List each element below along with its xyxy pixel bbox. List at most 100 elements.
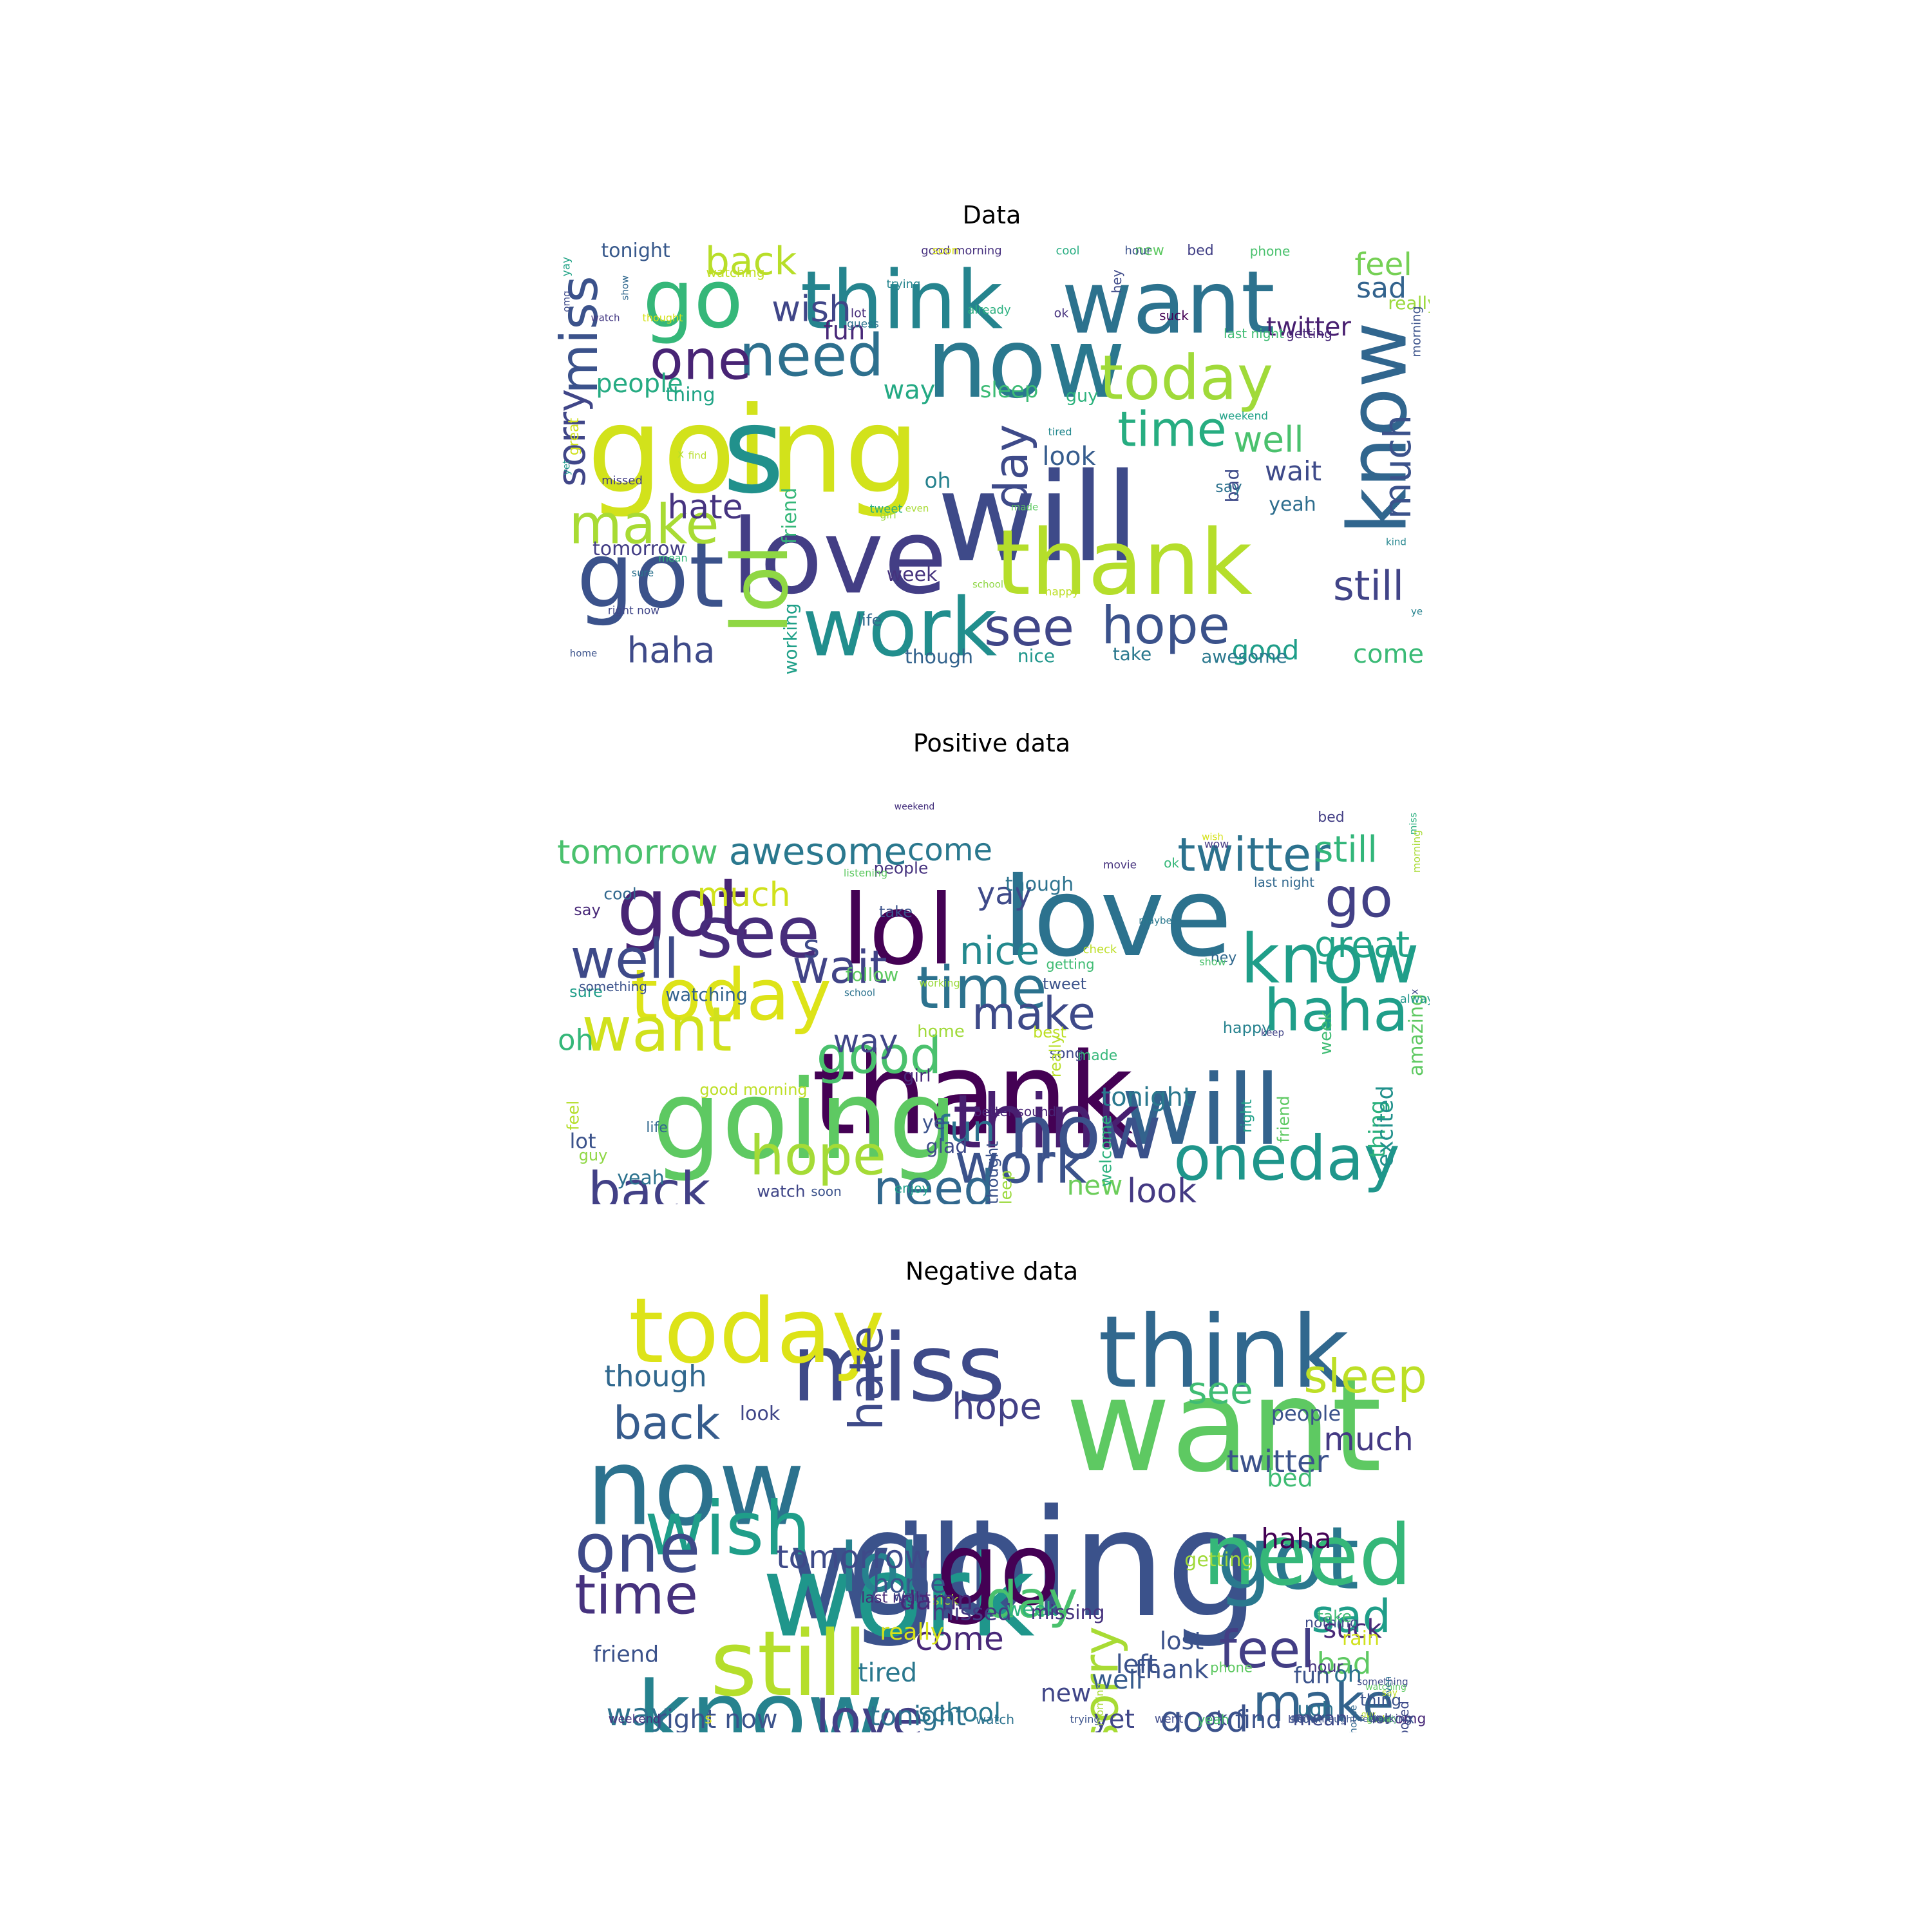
cloud-word: haha (627, 629, 715, 671)
cloud-word: work (954, 1132, 1087, 1197)
cloud-word: though (904, 646, 974, 668)
cloud-word: school (972, 578, 1004, 591)
cloud-word: fun (936, 1108, 996, 1150)
cloud-word: week (1316, 1010, 1336, 1056)
cloud-word: morning (1094, 1683, 1106, 1727)
cloud-word: make (569, 493, 719, 557)
cloud-word: guess (847, 317, 879, 331)
cloud-word: time (574, 1563, 699, 1627)
cloud-word: friend (592, 1642, 659, 1668)
cloud-word: see (696, 891, 820, 974)
cloud-word: much (1376, 415, 1419, 519)
cloud-word: lot (850, 306, 867, 321)
cloud-word: much (1323, 1421, 1414, 1458)
cloud-word: friend (1274, 1095, 1293, 1143)
cloud-word: life (646, 1120, 668, 1136)
cloud-word: follow (845, 964, 899, 985)
cloud-word: way (883, 375, 936, 405)
cloud-word: weekend (1218, 410, 1269, 423)
cloud-word: make (1253, 1673, 1394, 1732)
cloud-word: yay (560, 256, 573, 277)
cloud-word: hour (1307, 1658, 1343, 1676)
cloud-word: great (1314, 924, 1410, 966)
cloud-word: got (616, 861, 749, 955)
cloud-word: one (574, 1509, 701, 1588)
cloud-word: good (816, 1027, 942, 1085)
cloud-word: right now (607, 604, 660, 618)
cloud-word: buds (1366, 1713, 1390, 1725)
cloud-word: tonight (1101, 1083, 1193, 1112)
cloud-word: haha (1261, 1522, 1332, 1555)
cloud-word: back (705, 239, 797, 284)
cloud-word: mean (1293, 1708, 1348, 1730)
cloud-word: work (802, 581, 998, 675)
cloud-word: ugh (1297, 1698, 1334, 1721)
cloud-word: oh (557, 1023, 594, 1057)
cloud-word: thing (665, 384, 715, 406)
cloud-word: way (833, 1023, 898, 1060)
cloud-word: look (1126, 1172, 1197, 1204)
cloud-word: back (612, 1397, 721, 1450)
cloud-word: want (1065, 1351, 1382, 1501)
cloud-word: feeling (1359, 1714, 1390, 1725)
cloud-word: sleep (980, 377, 1039, 403)
wordcloud-panel-negative: Negative data going will want work now miss th… (554, 1257, 1430, 1733)
cloud-word: hope (749, 1124, 887, 1188)
cloud-word: much (697, 876, 791, 914)
cloud-word: morning (1409, 306, 1424, 357)
cloud-word: damn (899, 1586, 974, 1616)
cloud-word: watching (706, 265, 765, 280)
cloud-word: ok (1054, 306, 1069, 321)
cloud-word: ye (922, 1112, 946, 1134)
cloud-word: love (815, 1689, 923, 1733)
cloud-word: getting (1046, 956, 1095, 972)
cloud-word: come (915, 1620, 1004, 1658)
cloud-word: great (566, 417, 582, 456)
cloud-word: oh (924, 468, 951, 493)
cloud-word: made (1010, 501, 1039, 513)
cloud-word: hope (952, 1386, 1042, 1428)
cloud-word: hate (667, 488, 743, 527)
cloud-word: still (1314, 829, 1378, 871)
cloud-word: watch (975, 1712, 1015, 1727)
cloud-word: today (628, 1294, 886, 1384)
cloud-word: people (873, 858, 929, 878)
cloud-word: need (873, 1159, 994, 1204)
cloud-word: oh (1334, 1662, 1362, 1688)
cloud-word: show (1289, 1712, 1320, 1726)
cloud-word: really (1388, 292, 1430, 314)
cloud-word: soon (932, 244, 959, 258)
cloud-word: missed (601, 474, 643, 488)
cloud-word: come (1352, 639, 1425, 669)
cloud-word: will (937, 447, 1139, 589)
cloud-word: good (1160, 1698, 1249, 1732)
cloud-word: one (649, 328, 752, 393)
cloud-word: well (570, 927, 679, 992)
cloud-word: sad (1311, 1590, 1391, 1643)
cloud-word: tomorrow (592, 538, 686, 560)
cloud-word: thank (811, 1029, 1133, 1160)
cloud-word: getting (1286, 326, 1332, 341)
cloud-word: nice (959, 929, 1040, 974)
cloud-word: wait (893, 1589, 923, 1605)
cloud-word: good morning (699, 1081, 808, 1099)
cloud-word: even (1383, 1676, 1394, 1699)
cloud-word: week (886, 564, 938, 586)
cloud-word: trying (886, 278, 921, 291)
cloud-word: nice (1017, 645, 1056, 667)
cloud-word: tired (1048, 426, 1072, 438)
cloud-word: bed (1318, 810, 1345, 826)
cloud-word: hope (1101, 596, 1230, 656)
cloud-word: happy (1045, 585, 1079, 599)
cloud-word: suck (1159, 308, 1189, 323)
cloud-word: hey (1210, 950, 1237, 966)
cloud-word: yeah (1197, 1712, 1229, 1727)
cloud-word: think (1097, 1294, 1350, 1411)
cloud-word: twitter (1177, 828, 1331, 882)
cloud-word: already (967, 303, 1011, 317)
cloud-word: last night (1224, 326, 1284, 341)
cloud-word: bed (1187, 243, 1214, 259)
cloud-word: guy (578, 1146, 608, 1164)
cloud-word: know (1240, 920, 1419, 999)
cloud-word: now (926, 308, 1126, 420)
